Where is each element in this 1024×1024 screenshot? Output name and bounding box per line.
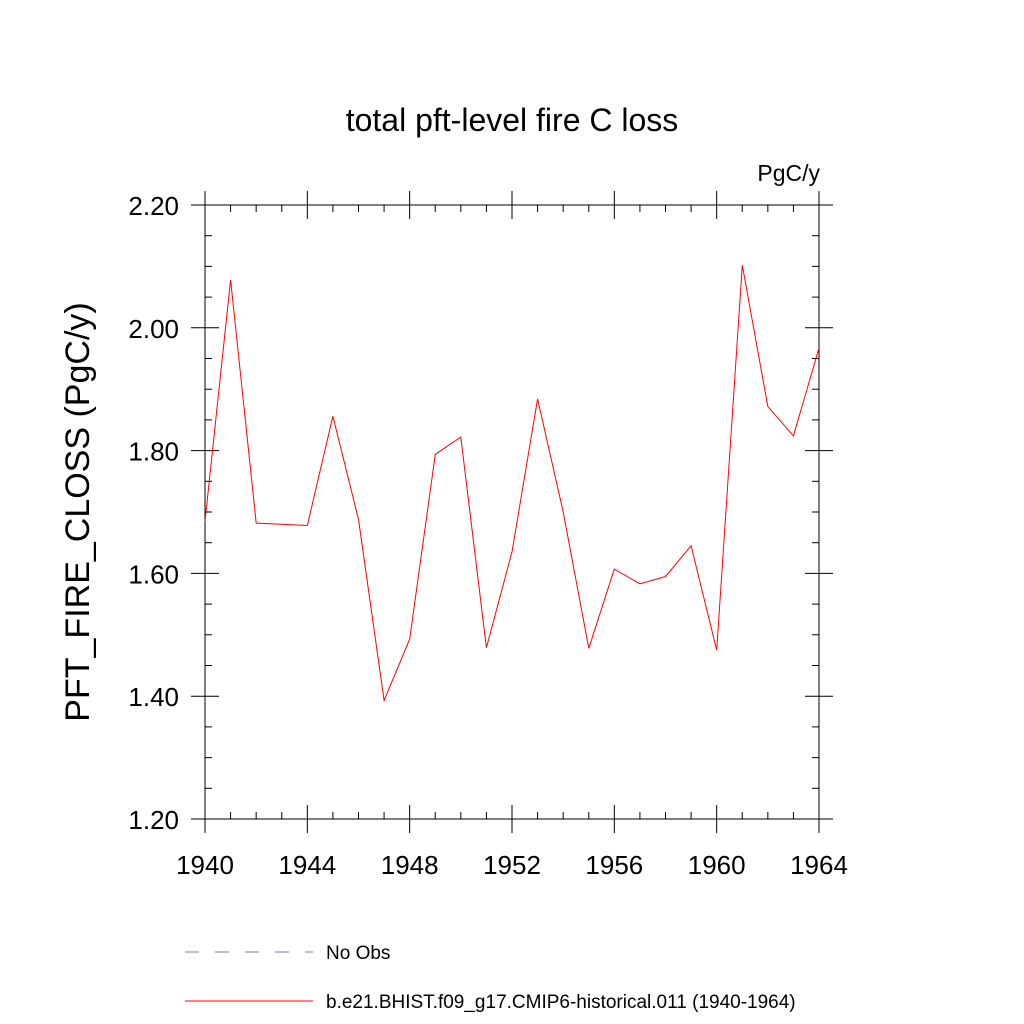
y-tick-label: 2.20 xyxy=(128,191,179,221)
x-tick-label: 1960 xyxy=(688,850,746,880)
legend-item-no-obs: No Obs xyxy=(185,943,390,964)
legend-label-no-obs: No Obs xyxy=(326,943,390,964)
y-axis: 1.20 1.40 1.60 1.80 2.00 2.20 xyxy=(128,191,833,835)
x-tick-label: 1944 xyxy=(278,850,336,880)
y-tick-label: 1.80 xyxy=(128,437,179,467)
y-tick-label: 1.20 xyxy=(128,805,179,835)
y-axis-label: PFT_FIRE_CLOSS (PgC/y) xyxy=(59,302,97,721)
legend: No Obs b.e21.BHIST.f09_g17.CMIP6-histori… xyxy=(185,943,796,1013)
minor-ticks xyxy=(205,205,819,819)
x-tick-label: 1940 xyxy=(176,850,234,880)
units-label: PgC/y xyxy=(757,160,820,186)
legend-item-historical: b.e21.BHIST.f09_g17.CMIP6-historical.011… xyxy=(185,992,796,1013)
x-tick-label: 1964 xyxy=(790,850,848,880)
x-tick-label: 1952 xyxy=(483,850,541,880)
x-axis: 1940 1944 1948 1952 1956 1960 1964 xyxy=(176,191,848,880)
plot-frame xyxy=(204,204,820,820)
y-tick-label: 1.40 xyxy=(128,682,179,712)
x-tick-label: 1948 xyxy=(381,850,439,880)
legend-label-historical: b.e21.BHIST.f09_g17.CMIP6-historical.011… xyxy=(326,992,796,1013)
series-line xyxy=(204,265,820,703)
series-lines xyxy=(204,265,820,703)
y-tick-label: 2.00 xyxy=(128,314,179,344)
x-tick-label: 1956 xyxy=(585,850,643,880)
plot-area: 1940 1944 1948 1952 1956 1960 1964 1.20 1.40 1.6… xyxy=(128,191,848,880)
y-tick-label: 1.60 xyxy=(128,559,179,589)
chart-title: total pft-level fire C loss xyxy=(346,102,679,138)
